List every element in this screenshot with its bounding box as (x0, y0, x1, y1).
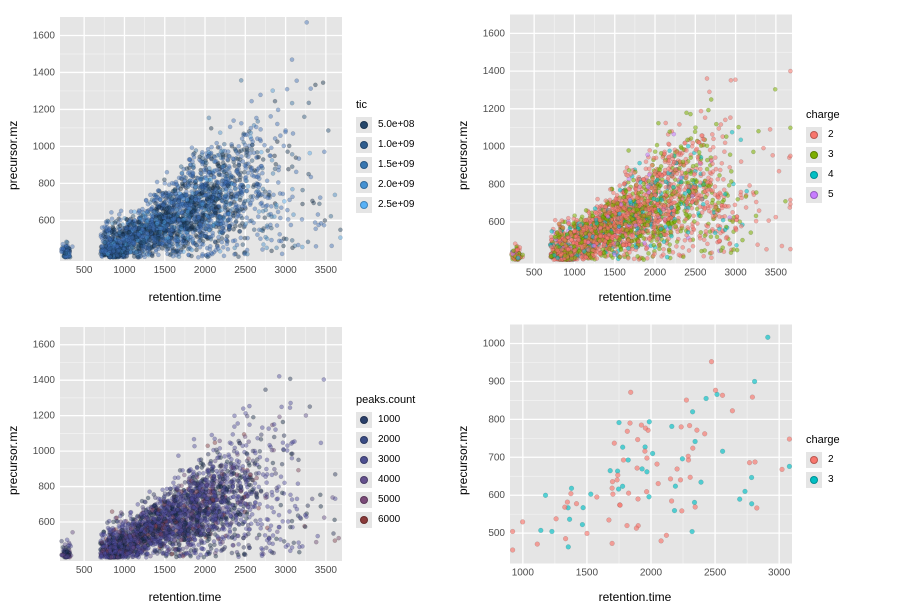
svg-text:1200: 1200 (483, 104, 506, 115)
svg-text:1000: 1000 (33, 141, 56, 152)
legend-item: 3000 (356, 452, 446, 468)
legend-item: 6000 (356, 512, 446, 528)
svg-text:1400: 1400 (483, 66, 506, 77)
svg-text:1500: 1500 (154, 265, 177, 276)
legend-label: 1.5e+09 (378, 158, 414, 172)
legend-item: 3 (806, 472, 896, 488)
svg-text:1400: 1400 (33, 67, 56, 78)
legend-label: 2 (828, 128, 834, 142)
legend-title: charge (806, 434, 896, 446)
legend-label: 1.0e+09 (378, 138, 414, 152)
legend-item: 2 (806, 127, 896, 143)
xlabel: retention.time (22, 588, 348, 604)
svg-text:600: 600 (488, 217, 505, 228)
legend: charge 2 3 4 5 (798, 6, 896, 304)
legend-label: 5000 (378, 493, 400, 507)
scatter-plot: 5001000150020002500300035006008001000120… (22, 316, 348, 588)
svg-text:3000: 3000 (724, 268, 747, 279)
legend-label: 6000 (378, 513, 400, 527)
scatter-plot: 500 1000 1500 2000 2500 3000 3500 600 800 1000 120… (22, 6, 348, 288)
legend-item: 1.5e+09 (356, 157, 446, 173)
legend-item: 2000 (356, 432, 446, 448)
legend: peaks.count 1000 2000 3000 4000 5000 6000 (348, 316, 446, 604)
panel-1: precursor.mz 500100015002000250030003500… (450, 0, 900, 310)
svg-text:500: 500 (76, 265, 93, 276)
legend-item: 4000 (356, 472, 446, 488)
legend-item: 3 (806, 147, 896, 163)
scatter-plot: 100015002000250030005006007008009001000 (472, 316, 798, 588)
legend-item: 5 (806, 187, 896, 203)
legend-label: 2.5e+09 (378, 198, 414, 212)
legend-label: 3 (828, 473, 834, 487)
svg-text:1500: 1500 (604, 268, 627, 279)
legend-label: 3 (828, 148, 834, 162)
panel-2: precursor.mz 500100015002000250030003500… (0, 310, 450, 610)
legend-title: peaks.count (356, 394, 446, 406)
legend-title: charge (806, 109, 896, 121)
legend-label: 5 (828, 188, 834, 202)
panel-3: precursor.mz 100015002000250030005006007… (450, 310, 900, 610)
svg-text:800: 800 (488, 179, 505, 190)
legend-label: 2.0e+09 (378, 178, 414, 192)
svg-text:1000: 1000 (483, 142, 506, 153)
legend-item: 2 (806, 452, 896, 468)
scatter-plot: 500 1000 1500 2000 2500 3000 3500 600 800 1000 120… (472, 6, 798, 288)
ylabel: precursor.mz (4, 316, 22, 604)
svg-text:800: 800 (38, 178, 55, 189)
legend-label: 5.0e+08 (378, 118, 414, 132)
svg-text:2500: 2500 (234, 265, 257, 276)
ylabel: precursor.mz (454, 6, 472, 304)
legend-item: 5.0e+08 (356, 117, 446, 133)
svg-text:1200: 1200 (33, 104, 56, 115)
svg-text:2000: 2000 (644, 268, 667, 279)
svg-text:2000: 2000 (194, 265, 217, 276)
svg-text:1000: 1000 (113, 265, 136, 276)
legend-item: 1.0e+09 (356, 137, 446, 153)
svg-text:600: 600 (38, 215, 55, 226)
xlabel: retention.time (472, 588, 798, 604)
svg-text:3000: 3000 (274, 265, 297, 276)
legend-item: 2.5e+09 (356, 197, 446, 213)
svg-text:3500: 3500 (315, 265, 338, 276)
panel-grid: precursor.mz 500100015002000250030003500… (0, 0, 900, 600)
svg-text:500: 500 (526, 268, 543, 279)
xlabel: retention.time (472, 288, 798, 304)
xlabel: retention.time (22, 288, 348, 304)
legend-label: 2 (828, 453, 834, 467)
svg-text:1000: 1000 (563, 268, 586, 279)
legend-label: 4 (828, 168, 834, 182)
legend-label: 1000 (378, 413, 400, 427)
legend-label: 4000 (378, 473, 400, 487)
legend-item: 5000 (356, 492, 446, 508)
legend-label: 2000 (378, 433, 400, 447)
legend-item: 4 (806, 167, 896, 183)
legend-title: tic (356, 99, 446, 111)
legend: tic 5.0e+08 1.0e+09 1.5e+09 2.0e+09 2.5e+09 (348, 6, 446, 304)
legend-item: 1000 (356, 412, 446, 428)
svg-text:1600: 1600 (33, 30, 56, 41)
panel-0: precursor.mz 500 1000 1500 2000 2500 3000 3500… (0, 0, 450, 310)
svg-text:3500: 3500 (765, 268, 788, 279)
ylabel: precursor.mz (4, 6, 22, 304)
legend-item: 2.0e+09 (356, 177, 446, 193)
legend-label: 3000 (378, 453, 400, 467)
legend: charge 2 3 (798, 316, 896, 604)
svg-text:2500: 2500 (684, 268, 707, 279)
svg-text:1600: 1600 (483, 28, 506, 39)
ylabel: precursor.mz (454, 316, 472, 604)
